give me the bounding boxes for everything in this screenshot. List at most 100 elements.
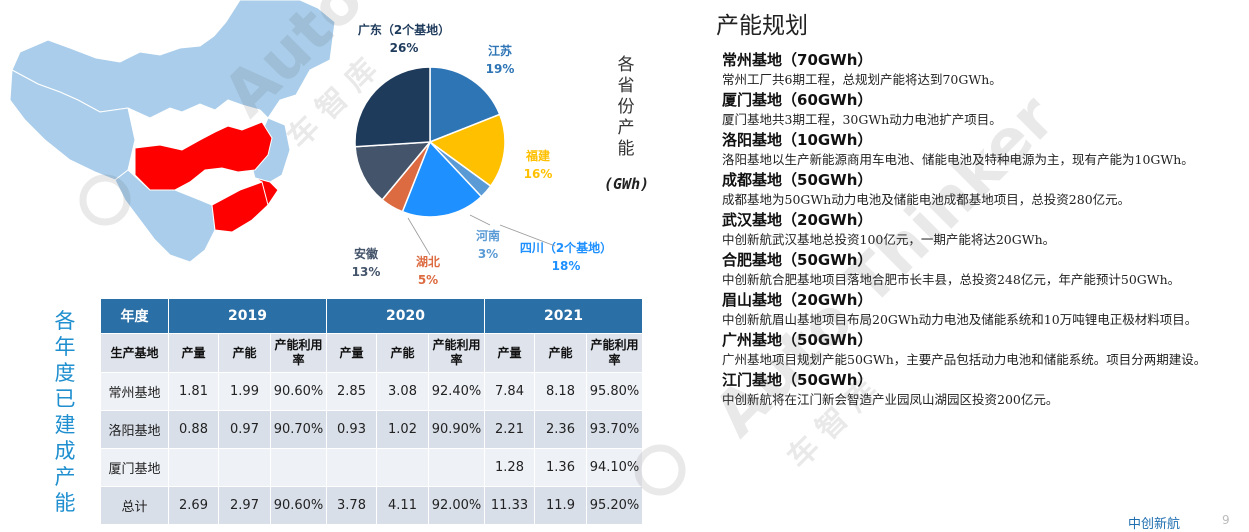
metric-header: 产能 [534,333,587,373]
base-desc: 洛阳基地以生产新能源商用车电池、储能电池及特种电源为主，现有产能为10GWh。 [722,152,1194,167]
pie-slice-name: 湖北 [416,254,440,269]
value-cell: 2.85 [326,372,377,411]
base-name: 武汉基地（20GWh） [722,211,873,229]
year-2021: 2021 [484,298,643,334]
metric-header: 产能利用率 [428,333,485,373]
pie-slice-percent: 13% [352,265,381,279]
base-desc: 中创新航合肥基地项目落地合肥市长丰县，总投资248亿元，年产能预计50GWh。 [722,272,1181,287]
value-cell: 2.36 [534,410,587,449]
value-cell: 1.02 [376,410,429,449]
metric-header: 产量 [484,333,535,373]
table-header-years: 年度 2019 2020 2021 [100,298,643,334]
value-cell: 1.28 [484,448,535,487]
footer-text: 中创新航 [1128,517,1181,532]
pie-slice [429,66,501,144]
value-cell [326,448,377,487]
metric-header: 产能利用率 [270,333,327,373]
base-desc: 中创新航将在江门新会智造产业园凤山湖园区投资200亿元。 [722,392,1059,407]
value-cell: 4.11 [376,486,429,525]
value-cell: 11.33 [484,486,535,525]
value-cell [428,448,485,487]
value-cell: 2.69 [168,486,219,525]
leader-line [499,224,556,247]
pie-unit: (GWh) [604,175,650,193]
value-cell: 0.88 [168,410,219,449]
value-cell: 1.81 [168,372,219,411]
base-cell: 厦门基地 [100,448,169,487]
pie-slice-percent: 16% [524,167,553,181]
map-highlight-guangdong [211,181,273,233]
value-cell: 0.93 [326,410,377,449]
base-cell: 总计 [100,486,169,525]
base-name: 合肥基地（50GWh） [722,251,873,269]
pie-slice-name: 江苏 [488,43,512,58]
pie-slice-percent: 19% [486,62,515,76]
value-cell: 2.21 [484,410,535,449]
value-cell: 94.10% [586,448,643,487]
base-name: 广州基地（50GWh） [722,331,873,349]
base-desc: 中创新航眉山基地项目布局20GWh动力电池及储能系统和10万吨锂电正极材料项目。 [722,312,1198,327]
map-south-region [114,169,216,263]
value-cell: 92.00% [428,486,485,525]
pie-slice-name: 四川（2个基地） [520,240,612,255]
map-highlight-central [134,121,273,191]
value-cell: 1.36 [534,448,587,487]
capacity-table: 年度 2019 2020 2021 生产基地 产量 产能 产能利用率 产量 产能… [100,298,643,525]
base-name: 江门基地（50GWh） [722,371,873,389]
base-name: 洛阳基地（10GWh） [722,131,873,149]
table-row: 洛阳基地 0.88 0.97 90.70% 0.93 1.02 90.90% 2.21 2.36… [100,410,643,449]
pie-slice-percent: 5% [418,273,438,287]
pie-slice-percent: 26% [390,41,419,55]
leader-line [469,214,491,226]
base-cell: 洛阳基地 [100,410,169,449]
table-row: 常州基地 1.81 1.99 90.60% 2.85 3.08 92.40% 7.84 8.18… [100,372,643,411]
metric-header: 产量 [168,333,219,373]
watermark-logo-icon [634,444,686,496]
year-2019: 2019 [168,298,327,334]
pie-slice-percent: 18% [552,259,581,273]
value-cell: 7.84 [484,372,535,411]
province-capacity-pie: 江苏 19% 福建 16% 河南 3% 四川（2个基地） 18% 湖北 5% 安徽 13% 广东（2个基… [352,22,613,287]
base-name: 厦门基地（60GWh） [722,91,873,109]
metric-header: 产能利用率 [586,333,643,373]
map-highlight-fujian [254,177,279,207]
pie-title: 各省份产能 [617,55,635,159]
base-desc: 广州基地项目规划产能50GWh，主要产品包括动力电池和储能系统。项目分两期建设。 [722,352,1207,367]
table-row: 厦门基地 1.28 1.36 94.10% [100,448,643,487]
base-cell: 常州基地 [100,372,169,411]
base-name: 常州基地（70GWh） [722,51,873,69]
pie-slice-name: 安徽 [354,246,379,261]
value-cell: 3.78 [326,486,377,525]
base-name: 成都基地（50GWh） [722,171,873,189]
plan-list: 常州基地（70GWh） 常州工厂共6期工程，总规划产能将达到70GWh。 厦门基地（… [722,50,1242,410]
value-cell: 95.20% [586,486,643,525]
base-desc: 厦门基地共3期工程，30GWh动力电池扩产项目。 [722,112,1002,127]
value-cell [218,448,271,487]
metric-header: 产能 [218,333,271,373]
china-map [9,0,336,263]
plan-title: 产能规划 [716,13,808,39]
value-cell: 92.40% [428,372,485,411]
value-cell [168,448,219,487]
pie-slice-name: 河南 [475,228,500,243]
value-cell: 0.97 [218,410,271,449]
pie-slice [354,141,432,201]
year-2020: 2020 [326,298,485,334]
base-desc: 成都基地为50GWh动力电池及储能电池成都基地项目，总投资280亿元。 [722,192,1131,207]
table-row: 总计 2.69 2.97 90.60% 3.78 4.11 92.00% 11.33 11.9 9… [100,486,643,525]
value-cell: 90.70% [270,410,327,449]
value-cell: 1.99 [218,372,271,411]
value-cell: 90.60% [270,372,327,411]
value-cell: 95.80% [586,372,643,411]
pie-slice-name: 福建 [525,148,551,163]
metric-header: 产量 [326,333,377,373]
value-cell: 93.70% [586,410,643,449]
leader-line [407,217,431,256]
base-header: 生产基地 [100,333,169,373]
page-number: 9 [1222,513,1230,527]
value-cell: 90.60% [270,486,327,525]
value-cell: 90.90% [428,410,485,449]
base-desc: 常州工厂共6期工程，总规划产能将达到70GWh。 [722,72,1002,87]
base-name: 眉山基地（20GWh） [722,291,873,309]
base-desc: 中创新航武汉基地总投资100亿元，一期产能将达20GWh。 [722,232,1056,247]
